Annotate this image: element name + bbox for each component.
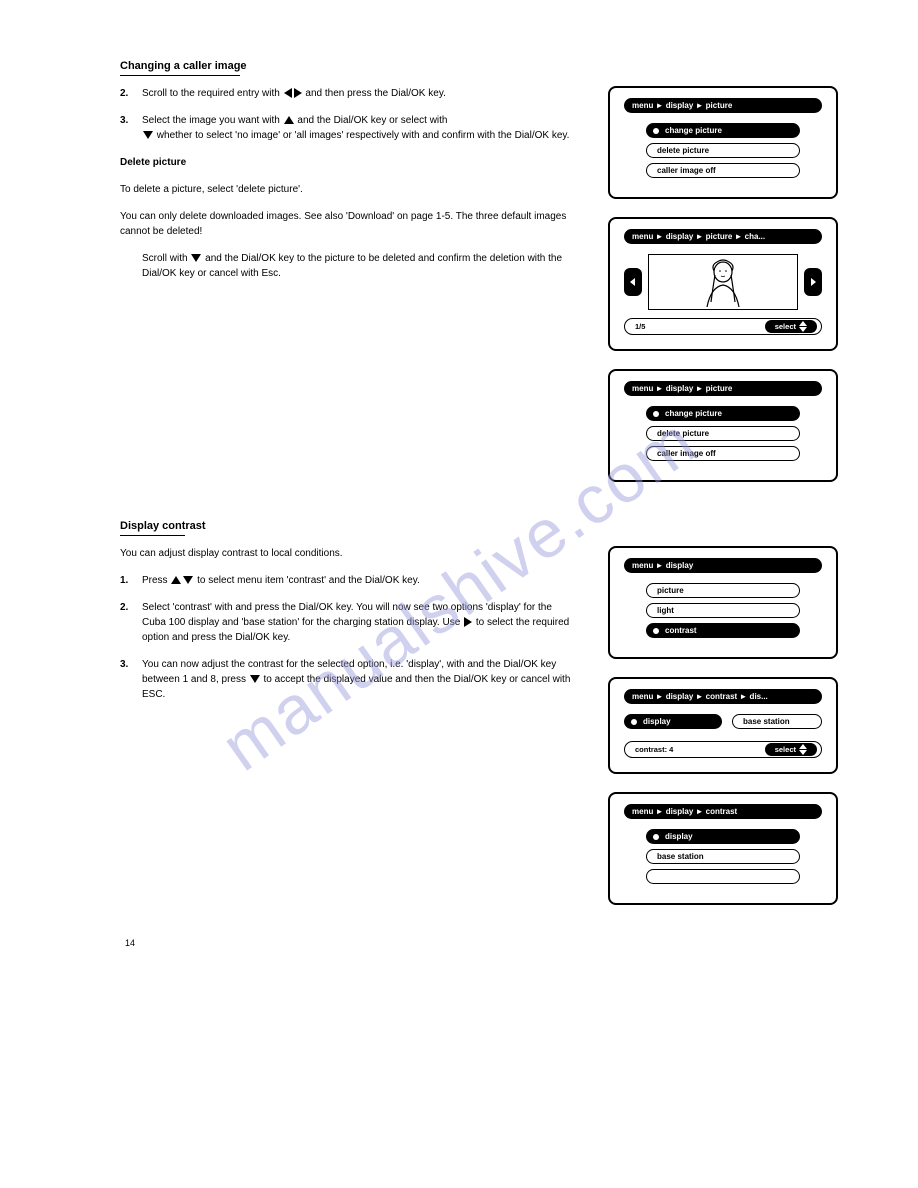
contrast-step-1: 1. Press to select menu item 'contrast' … <box>120 573 578 588</box>
screen-contrast-menu: menu ► display ► contrast display base s… <box>608 792 838 905</box>
contrast-step-2: 2. Select 'contrast' with and press the … <box>120 600 578 645</box>
cstep2-pre: Select 'contrast' with <box>142 602 235 613</box>
indented-post: and the Dial/OK key to the picture to be… <box>142 253 562 279</box>
screen4-title: menu ► display <box>624 558 822 573</box>
screen4-opt-1: picture <box>646 583 800 598</box>
step-num-2: 2. <box>120 86 142 101</box>
section-display-contrast: Display contrast You can adjust display … <box>120 520 848 923</box>
screen1-opt-3: caller image off <box>646 163 800 178</box>
screen6-opt-3 <box>646 869 800 884</box>
cstep1-pre: Press <box>142 575 170 586</box>
step3-text-3: whether to select 'no image' or 'all ima… <box>157 130 423 141</box>
screen-picture-menu-2: menu ► display ► picture change picture … <box>608 369 838 482</box>
section2-underline <box>120 535 185 536</box>
section1-title: Changing a caller image <box>120 60 848 72</box>
delete-picture-title: Delete picture <box>120 155 578 170</box>
cstep-num-3: 3. <box>120 657 142 702</box>
step-3: 3. Select the image you want with and th… <box>120 113 578 143</box>
page-number: 14 <box>125 938 135 948</box>
delete-indented: Scroll with and the Dial/OK key to the p… <box>120 251 578 281</box>
step2-text-post: and then press the Dial/OK key. <box>305 88 445 99</box>
screen5-select-label: select <box>765 743 817 756</box>
delete-para-1: To delete a picture, select 'delete pict… <box>120 182 578 197</box>
screen2-counter: 1/5 <box>635 322 645 331</box>
screen1-opt-2: delete picture <box>646 143 800 158</box>
step3-text-1: Select the image you want with <box>142 115 283 126</box>
screen6-opt-1: display <box>646 829 800 844</box>
triangle-right-icon <box>464 617 472 627</box>
screen2-bottom-bar: 1/5 select <box>624 318 822 335</box>
section2-intro: You can adjust display contrast to local… <box>120 546 578 561</box>
screen-picture-preview: menu ► display ► picture ► cha... <box>608 217 838 351</box>
screen5-base-pill: base station <box>732 714 822 729</box>
triangle-down-icon <box>183 576 193 584</box>
screen3-title: menu ► display ► picture <box>624 381 822 396</box>
screen-contrast-adjust: menu ► display ► contrast ► dis... displ… <box>608 677 838 774</box>
screen6-title: menu ► display ► contrast <box>624 804 822 819</box>
nav-right-button[interactable] <box>804 268 822 296</box>
triangle-up-icon <box>171 576 181 584</box>
step2-text-pre: Scroll to the required entry with <box>142 88 283 99</box>
triangle-right-icon <box>294 88 302 98</box>
cstep3-pre: You can now adjust the contrast for the … <box>142 659 467 670</box>
screen5-contrast-value: contrast: 4 <box>635 745 673 754</box>
cstep1-post: to select menu item 'contrast' and the D… <box>197 575 420 586</box>
step-2: 2. Scroll to the required entry with and… <box>120 86 578 101</box>
screen5-display-pill: display <box>624 714 722 729</box>
section-changing-image: Changing a caller image 2. Scroll to the… <box>120 60 848 500</box>
caller-image-preview <box>648 254 798 310</box>
screen4-opt-3: contrast <box>646 623 800 638</box>
cstep-num-2: 2. <box>120 600 142 645</box>
triangle-down-icon <box>191 254 201 262</box>
screen1-opt-1: change picture <box>646 123 800 138</box>
step3-text-2: and the Dial/OK key or select with <box>297 115 447 126</box>
page-content: Changing a caller image 2. Scroll to the… <box>0 0 918 978</box>
screen6-opt-2: base station <box>646 849 800 864</box>
screen2-select-label: select <box>765 320 817 333</box>
step-num-3: 3. <box>120 113 142 143</box>
contrast-step-3: 3. You can now adjust the contrast for t… <box>120 657 578 702</box>
section1-underline <box>120 75 240 76</box>
screen5-title: menu ► display ► contrast ► dis... <box>624 689 822 704</box>
nav-left-button[interactable] <box>624 268 642 296</box>
step3-text-4: and confirm with the Dial/OK key. <box>422 130 569 141</box>
screen-display-menu: menu ► display picture light contrast <box>608 546 838 659</box>
screen3-opt-3: caller image off <box>646 446 800 461</box>
section2-title: Display contrast <box>120 520 848 532</box>
triangle-down-icon <box>250 675 260 683</box>
triangle-down-icon <box>143 131 153 139</box>
indented-pre: Scroll with <box>142 253 190 264</box>
triangle-up-icon <box>284 116 294 124</box>
screen3-opt-1: change picture <box>646 406 800 421</box>
delete-para-2: You can only delete downloaded images. S… <box>120 209 578 239</box>
screen4-opt-2: light <box>646 603 800 618</box>
screen2-title: menu ► display ► picture ► cha... <box>624 229 822 244</box>
screen5-bottom-bar: contrast: 4 select <box>624 741 822 758</box>
cstep-num-1: 1. <box>120 573 142 588</box>
screen3-opt-2: delete picture <box>646 426 800 441</box>
triangle-left-icon <box>284 88 292 98</box>
screen-picture-menu-1: menu ► display ► picture change picture … <box>608 86 838 199</box>
screen1-title: menu ► display ► picture <box>624 98 822 113</box>
